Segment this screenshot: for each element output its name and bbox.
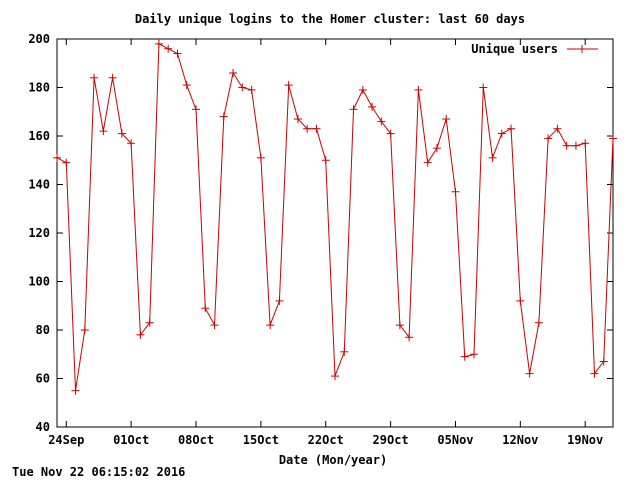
data-point: [349, 105, 358, 114]
data-point: [460, 352, 469, 361]
x-axis-label: Date (Mon/year): [279, 453, 387, 467]
data-point: [284, 81, 293, 90]
data-point: [590, 369, 599, 378]
legend-marker-unique-users: [578, 45, 586, 53]
data-point: [507, 124, 516, 133]
data-point: [534, 318, 543, 327]
data-point: [90, 73, 99, 82]
data-point: [553, 124, 562, 133]
chart-title: Daily unique logins to the Homer cluster…: [135, 12, 525, 26]
data-point: [117, 129, 126, 138]
data-point: [303, 124, 312, 133]
data-point: [544, 134, 553, 143]
data-point: [99, 127, 108, 136]
timestamp: Tue Nov 22 06:15:02 2016: [12, 465, 185, 479]
y-tick-label: 160: [28, 129, 50, 143]
y-tick-label: 80: [36, 323, 50, 337]
y-tick-label: 120: [28, 226, 50, 240]
data-point: [525, 369, 534, 378]
data-point: [497, 129, 506, 138]
data-point: [266, 321, 275, 330]
data-point: [395, 321, 404, 330]
data-point: [164, 44, 173, 53]
data-point: [192, 105, 200, 114]
data-point: [442, 115, 451, 124]
x-tick-label: 22Oct: [308, 433, 344, 447]
data-point: [219, 112, 228, 121]
data-point: [145, 318, 154, 327]
data-point: [182, 81, 191, 90]
data-point: [62, 158, 71, 167]
data-point: [229, 68, 238, 77]
data-point: [108, 73, 117, 82]
data-point: [173, 49, 182, 58]
y-tick-label: 140: [28, 178, 50, 192]
data-point: [238, 83, 247, 92]
data-point: [358, 85, 367, 94]
data-point: [423, 158, 432, 167]
data-point: [53, 153, 61, 162]
x-tick-label: 12Nov: [502, 433, 538, 447]
x-tick-label: 29Oct: [373, 433, 409, 447]
y-axis: 40 60 80 100 120 140 160 180 200: [28, 32, 613, 434]
data-point: [479, 83, 488, 92]
x-tick-label: 15Oct: [243, 433, 279, 447]
y-tick-label: 60: [36, 372, 50, 386]
x-tick-label: 08Oct: [178, 433, 214, 447]
data-point: [247, 85, 256, 94]
x-tick-label: 24Sep: [48, 433, 84, 447]
data-point: [312, 124, 321, 133]
data-point: [321, 156, 330, 165]
data-point: [210, 321, 219, 330]
y-tick-label: 100: [28, 275, 50, 289]
data-point: [609, 134, 617, 143]
data-point: [516, 296, 525, 305]
data-point: [201, 304, 210, 313]
x-axis: 24Sep 01Oct 08Oct 15Oct 22Oct 29Oct 05Nov 12Nov…: [48, 39, 603, 447]
data-point: [571, 141, 580, 150]
data-point: [340, 347, 349, 356]
data-point: [293, 115, 302, 124]
data-point: [136, 330, 145, 339]
data-point: [386, 129, 395, 138]
x-tick-label: 01Oct: [113, 433, 149, 447]
data-point: [80, 326, 89, 334]
data-point: [331, 372, 339, 381]
data-point: [414, 85, 423, 94]
legend: Unique users: [471, 42, 598, 56]
data-point: [71, 386, 80, 395]
data-point: [127, 139, 136, 148]
data-point: [377, 117, 386, 126]
data-point: [599, 357, 608, 366]
x-tick-label: 05Nov: [437, 433, 473, 447]
series-layer: [53, 39, 617, 395]
data-point: [581, 139, 590, 148]
data-point: [488, 153, 497, 162]
legend-label-unique-users: Unique users: [471, 42, 558, 56]
data-point: [275, 296, 284, 305]
data-point: [405, 333, 414, 342]
data-point: [154, 39, 163, 48]
y-tick-label: 40: [36, 420, 50, 434]
x-tick-label: 19Nov: [567, 433, 603, 447]
y-tick-label: 200: [28, 32, 50, 46]
data-point: [451, 187, 460, 196]
data-point: [256, 153, 265, 162]
data-point: [470, 350, 478, 359]
data-point: [562, 141, 571, 150]
data-point: [432, 144, 441, 153]
y-tick-label: 180: [28, 81, 50, 95]
data-point: [368, 102, 377, 111]
